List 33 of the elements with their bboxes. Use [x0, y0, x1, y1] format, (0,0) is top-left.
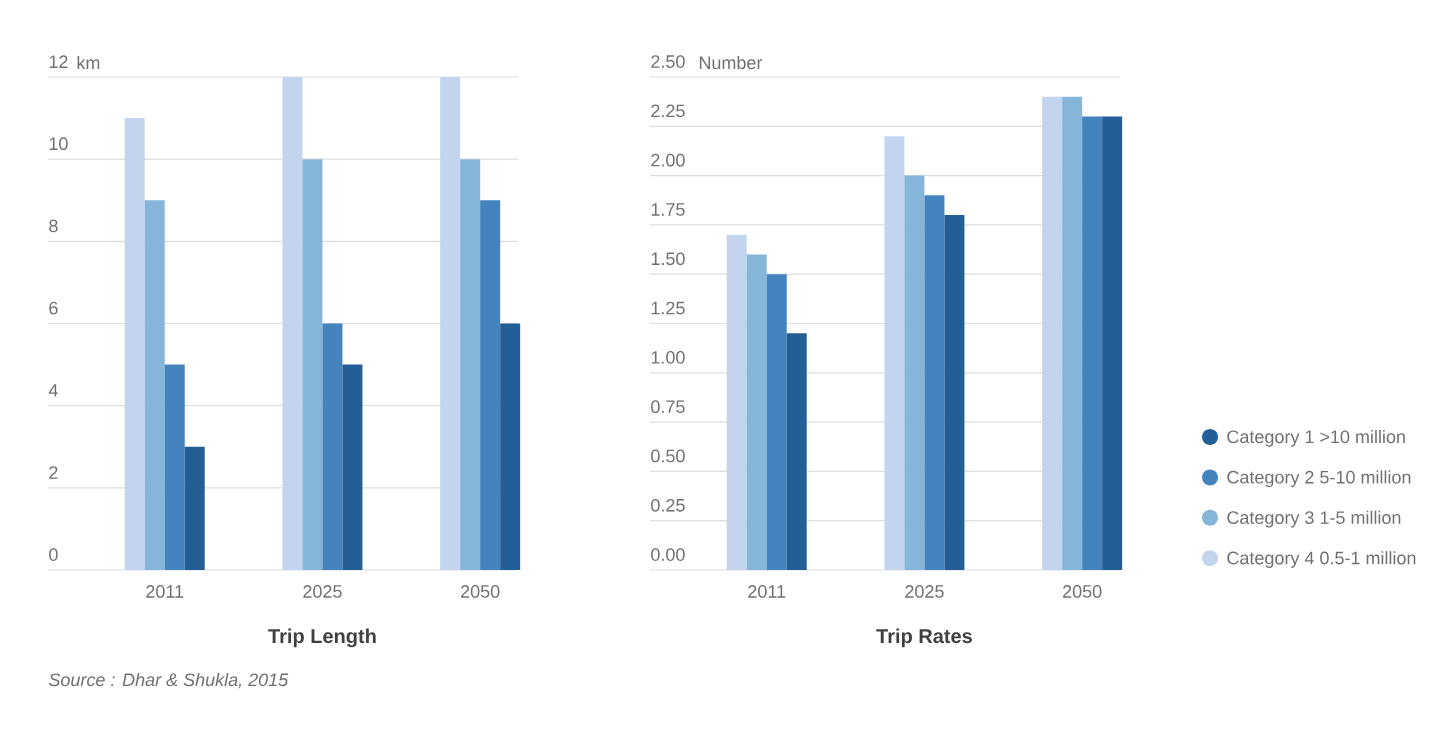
- y-tick-label: 0: [49, 548, 58, 561]
- y-tick-label: 1.75: [651, 203, 685, 216]
- y-tick-label: 8: [49, 219, 58, 233]
- y-tick-label: 2: [49, 466, 58, 479]
- x-tick-label: 2025: [303, 585, 342, 598]
- legend-label: Category 1 >10 million: [1227, 429, 1405, 447]
- y-tick-label: 0.50: [651, 449, 685, 463]
- y-tick-label: 1.00: [651, 350, 685, 364]
- x-tick-label: 2050: [1063, 585, 1102, 598]
- x-tick-label: 2025: [905, 585, 944, 598]
- legend-label: Category 4 0.5-1 million: [1227, 551, 1416, 568]
- x-tick-label: 2011: [146, 585, 184, 598]
- y-tick-label: 2.00: [651, 153, 685, 167]
- y-tick-label: 0.25: [651, 498, 685, 512]
- y-tick-label: 1.25: [651, 301, 685, 315]
- y-axis-title: Number: [699, 55, 763, 70]
- y-tick-label: 2.50: [651, 55, 685, 68]
- y-axis-title: km: [77, 55, 100, 69]
- y-tick-label: 2.25: [651, 104, 685, 118]
- y-tick-label: 0.00: [651, 548, 685, 561]
- y-tick-label: 12: [49, 55, 68, 68]
- y-tick-label: 10: [49, 137, 68, 151]
- x-axis-title: Trip Length: [268, 628, 376, 648]
- source-note: Source : Dhar & Shukla, 2015: [48, 672, 289, 689]
- x-axis-title: Trip Rates: [876, 628, 972, 648]
- x-tick-label: 2011: [748, 585, 786, 598]
- y-tick-label: 4: [48, 384, 58, 397]
- y-tick-label: 1.50: [651, 252, 685, 266]
- legend-label: Category 3 1-5 million: [1227, 510, 1401, 528]
- y-tick-label: 6: [49, 301, 58, 315]
- x-tick-label: 2050: [461, 585, 500, 598]
- legend-label: Category 2 5-10 million: [1227, 470, 1411, 488]
- y-tick-label: 0.75: [651, 400, 685, 414]
